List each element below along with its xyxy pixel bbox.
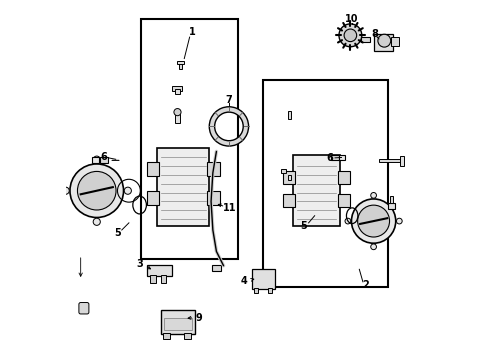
Bar: [175, 114, 180, 123]
Bar: [288, 175, 292, 180]
Bar: [207, 191, 220, 205]
Text: 9: 9: [195, 313, 202, 323]
Circle shape: [174, 109, 181, 116]
Circle shape: [339, 24, 362, 47]
Circle shape: [396, 218, 402, 224]
Text: 5: 5: [300, 221, 307, 231]
Bar: [161, 310, 195, 334]
Circle shape: [77, 171, 116, 210]
Bar: [164, 318, 192, 330]
Text: 10: 10: [345, 14, 359, 24]
Circle shape: [93, 156, 100, 163]
Text: 6: 6: [100, 153, 107, 162]
Bar: [263, 80, 388, 287]
Bar: [93, 157, 99, 163]
Bar: [361, 37, 370, 42]
Text: 6: 6: [327, 153, 333, 163]
Bar: [100, 157, 108, 163]
Circle shape: [344, 29, 357, 42]
FancyBboxPatch shape: [79, 302, 89, 314]
Text: 2: 2: [363, 280, 369, 291]
Bar: [293, 155, 340, 226]
Bar: [339, 155, 345, 160]
Bar: [161, 275, 167, 283]
Bar: [338, 194, 350, 207]
Bar: [163, 333, 170, 339]
Bar: [147, 191, 159, 205]
Text: 8: 8: [371, 29, 378, 39]
Bar: [268, 288, 272, 293]
Text: 4: 4: [241, 276, 247, 286]
Text: 11: 11: [223, 203, 237, 213]
Bar: [157, 148, 209, 226]
Bar: [283, 171, 294, 184]
Bar: [175, 89, 180, 94]
Circle shape: [371, 193, 376, 198]
Bar: [392, 37, 398, 46]
Bar: [373, 33, 393, 51]
Bar: [254, 288, 258, 293]
Bar: [281, 169, 287, 173]
Bar: [147, 162, 159, 176]
Bar: [379, 158, 402, 162]
Bar: [288, 111, 292, 119]
FancyArrowPatch shape: [79, 258, 82, 276]
Circle shape: [124, 187, 131, 194]
Circle shape: [358, 205, 390, 237]
Circle shape: [378, 34, 391, 47]
Circle shape: [351, 199, 396, 243]
Bar: [207, 162, 220, 176]
Bar: [338, 171, 350, 184]
Bar: [388, 203, 395, 208]
Bar: [177, 61, 184, 64]
Bar: [252, 269, 275, 289]
Circle shape: [345, 218, 351, 224]
Bar: [390, 197, 393, 203]
Text: 7: 7: [225, 95, 232, 105]
Circle shape: [371, 244, 376, 249]
Bar: [283, 194, 294, 207]
Bar: [331, 155, 339, 160]
Bar: [147, 265, 172, 276]
Bar: [142, 19, 238, 258]
Bar: [150, 275, 156, 283]
Bar: [172, 86, 182, 91]
Circle shape: [70, 164, 123, 217]
Bar: [184, 333, 192, 339]
Bar: [179, 62, 182, 69]
Bar: [212, 265, 221, 271]
Text: 1: 1: [189, 27, 196, 37]
Circle shape: [93, 218, 100, 225]
Circle shape: [62, 187, 69, 194]
Text: 3: 3: [136, 259, 143, 269]
Text: 5: 5: [114, 228, 121, 238]
Bar: [400, 156, 404, 166]
